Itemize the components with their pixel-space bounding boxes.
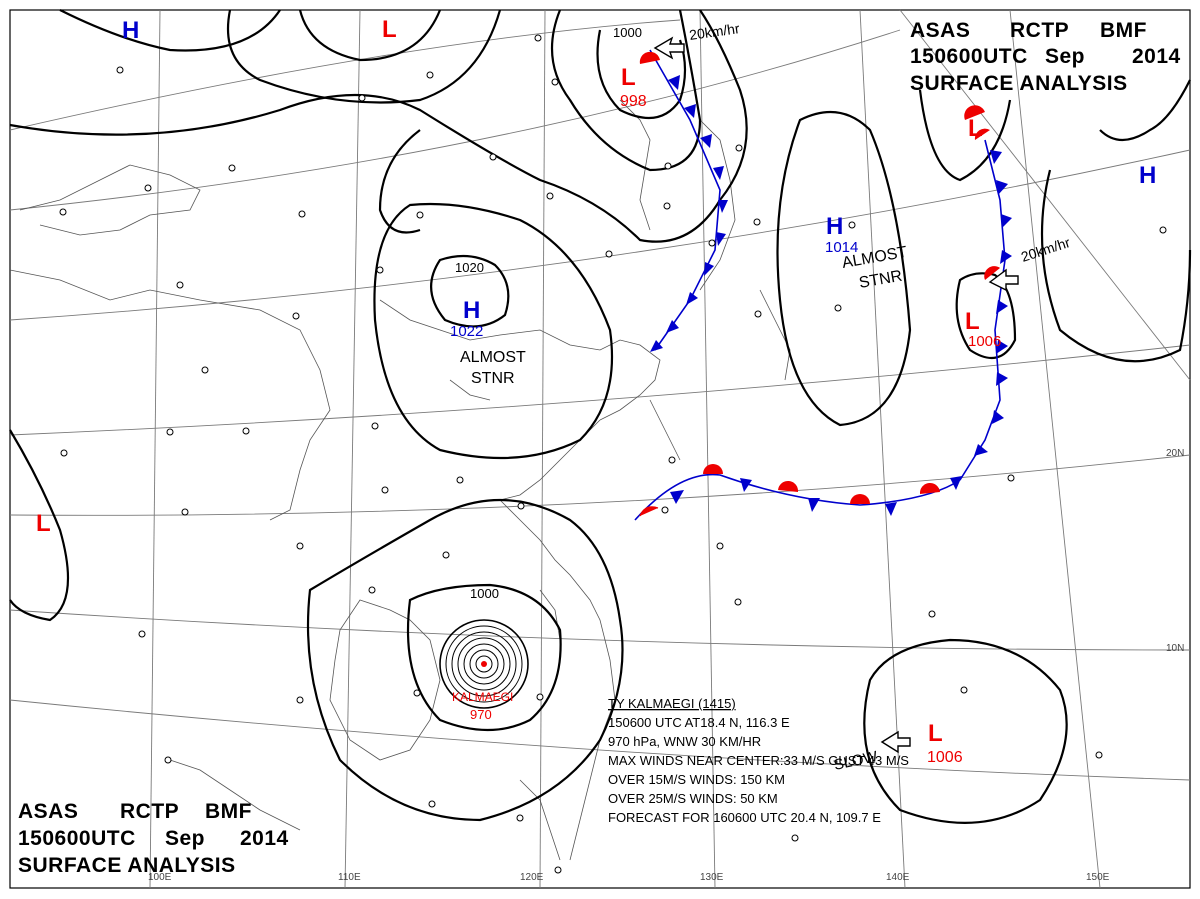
low-marker-1006: L <box>928 720 943 747</box>
high-value-1014: 1014 <box>825 239 858 256</box>
coastlines <box>9 99 791 861</box>
typhoon-info-line: 150600 UTC AT18.4 N, 116.3 E <box>608 715 790 730</box>
lat-label-10: 10N <box>1166 643 1184 654</box>
station-plots <box>59 34 1167 874</box>
lon-label-130: 130E <box>700 872 724 883</box>
lon-label-120: 120E <box>520 872 544 883</box>
isobar-label-1000-typhoon: 1000 <box>470 586 499 601</box>
typhoon-rings <box>439 619 529 709</box>
header-top-l1c: BMF <box>1100 19 1147 42</box>
header-top-l1b: RCTP <box>1010 19 1069 42</box>
header-bottom-l3: SURFACE ANALYSIS <box>18 854 236 877</box>
low-value-998: 998 <box>620 93 647 110</box>
lon-label-100: 100E <box>148 872 172 883</box>
header-bottom-l2a: 150600UTC <box>18 827 136 850</box>
typhoon-info: TY KALMAEGI (1415) 150600 UTC AT18.4 N, … <box>608 696 909 825</box>
header-bottom-l1c: BMF <box>205 800 252 823</box>
high-marker-ne: H <box>1139 162 1156 189</box>
high-marker-1014: H <box>826 213 843 240</box>
high-marker-1022: H <box>463 297 480 324</box>
motion-arrow-icon-2 <box>988 268 1019 292</box>
header-bottom-l1a: ASAS <box>18 800 78 823</box>
isobars <box>9 9 1192 824</box>
header-bottom: ASAS RCTP BMF 150600UTC Sep 2014 SURFACE… <box>18 800 289 877</box>
cold-front <box>649 49 1012 481</box>
map-border <box>9 9 1191 889</box>
header-bottom-l2c: 2014 <box>240 827 289 850</box>
isobar-label-1000-north: 1000 <box>613 25 642 40</box>
header-top-l3: SURFACE ANALYSIS <box>910 72 1128 95</box>
motion-arrow-icon <box>653 36 685 60</box>
typhoon-info-line: 970 hPa, WNW 30 KM/HR <box>608 734 761 749</box>
typhoon-center-icon <box>481 661 487 667</box>
lon-label-140: 140E <box>886 872 910 883</box>
lat-label-20: 20N <box>1166 448 1184 459</box>
header-top-l2c: 2014 <box>1132 45 1181 68</box>
motion-arrows <box>653 36 1019 754</box>
header-bottom-l2b: Sep <box>165 827 205 850</box>
header-top-l2a: 150600UTC <box>910 45 1028 68</box>
header-top: ASAS RCTP BMF 150600UTC Sep 2014 SURFACE… <box>910 19 1181 95</box>
stationary-front <box>634 51 1000 521</box>
high-marker-nw: H <box>122 17 139 44</box>
isobar-label-1020: 1020 <box>455 260 484 275</box>
motion-arrow-icon-3 <box>880 730 911 754</box>
low-marker-998: L <box>621 64 636 91</box>
low-marker-ne2: L <box>968 115 983 142</box>
typhoon-info-line: OVER 25M/S WINDS: 50 KM <box>608 791 778 806</box>
lon-label-150: 150E <box>1086 872 1110 883</box>
typhoon-info-line: OVER 15M/S WINDS: 150 KM <box>608 772 785 787</box>
header-bottom-l1b: RCTP <box>120 800 179 823</box>
typhoon-info-line: FORECAST FOR 160600 UTC 20.4 N, 109.7 E <box>608 810 881 825</box>
lon-label-110: 110E <box>338 872 361 883</box>
low-marker-w: L <box>36 510 51 537</box>
almost-stnr-1b: STNR <box>471 370 515 387</box>
typhoon-info-line: MAX WINDS NEAR CENTER:33 M/S GUST 43 M/S <box>608 753 909 768</box>
header-top-l2b: Sep <box>1045 45 1085 68</box>
typhoon-name: KALMAEGI <box>452 690 513 704</box>
typhoon-info-line: TY KALMAEGI (1415) <box>608 696 736 711</box>
low-value-1006: 1006 <box>927 749 963 766</box>
header-top-l1a: ASAS <box>910 19 970 42</box>
typhoon-pressure: 970 <box>470 707 492 722</box>
low-marker-n: L <box>382 16 397 43</box>
axis-labels: 100E 110E 120E 130E 140E 150E 20N 10N <box>148 448 1184 883</box>
almost-stnr-1: ALMOST <box>460 349 526 366</box>
motion-label-1: 20km/hr <box>688 20 741 43</box>
low-marker-east: L <box>965 308 980 335</box>
low-value-east: 1006 <box>968 333 1001 350</box>
high-value-1022: 1022 <box>450 323 483 340</box>
